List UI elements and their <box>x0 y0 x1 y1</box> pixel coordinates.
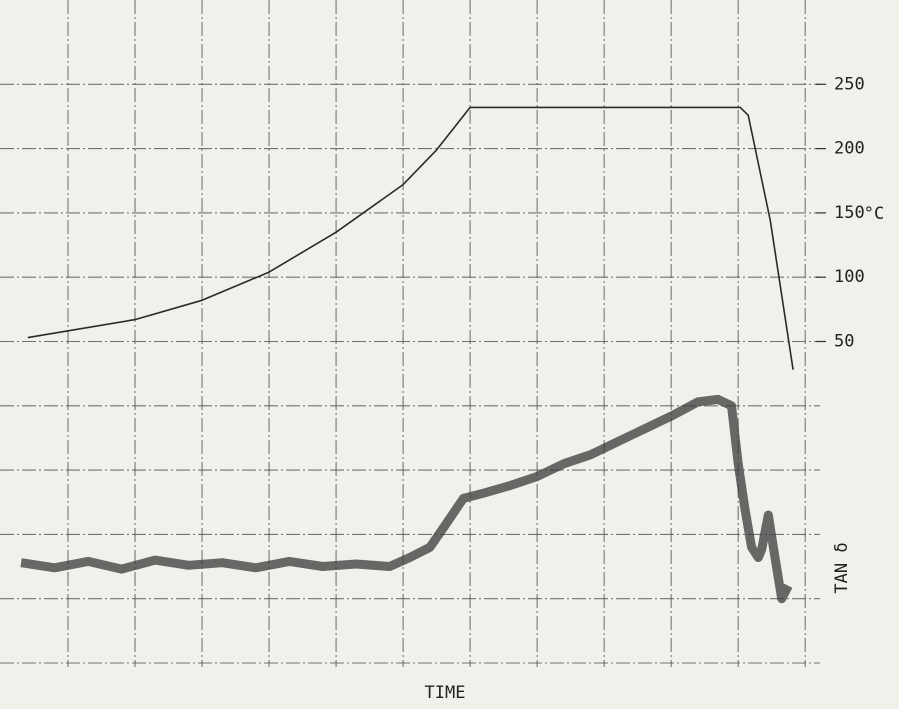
y-tick-label: 200 <box>834 139 865 159</box>
y-tick-label: 150 <box>834 203 865 223</box>
series-line <box>20 394 793 604</box>
x-axis-label: TIME <box>425 683 466 703</box>
series-line <box>27 106 794 370</box>
y2-axis-label: TAN δ <box>832 542 852 593</box>
y-tick-label: 250 <box>834 74 865 94</box>
y-axis-label: °C <box>864 204 884 224</box>
y-tick-label: 100 <box>834 267 865 287</box>
y-tick-label: 50 <box>834 332 854 352</box>
